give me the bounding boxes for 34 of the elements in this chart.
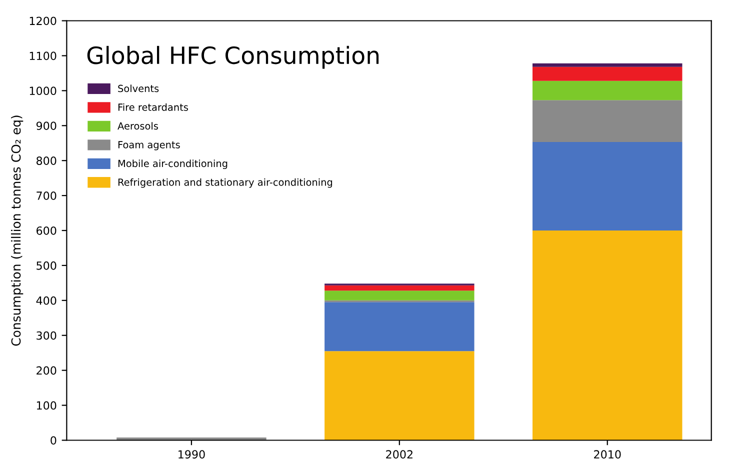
y-tick-label: 700 bbox=[36, 192, 56, 200]
y-tick-label: 200 bbox=[36, 366, 56, 375]
bar bbox=[324, 290, 474, 300]
bar bbox=[532, 66, 682, 81]
y-tick-label: 1100 bbox=[30, 52, 56, 60]
x-tick-label: 2010 bbox=[594, 450, 621, 459]
legend-label: Aerosols bbox=[118, 122, 158, 130]
text: Global HFC Consumption bbox=[87, 46, 379, 69]
y-tick-label: 100 bbox=[36, 401, 56, 410]
y-tick-label: 1200 bbox=[30, 16, 56, 26]
y-tick-label: 800 bbox=[36, 156, 56, 165]
legend-label: Foam agents bbox=[118, 141, 180, 150]
bar bbox=[324, 285, 474, 291]
y-tick-label: 500 bbox=[36, 261, 56, 270]
bar bbox=[532, 100, 682, 142]
y-tick-label: 900 bbox=[36, 122, 56, 130]
bar bbox=[324, 351, 474, 440]
legend-label: Mobile air-conditioning bbox=[118, 160, 228, 169]
legend-label: Solvents bbox=[118, 84, 159, 92]
x-tick-label: 2002 bbox=[386, 450, 412, 459]
y-tick-label: 0 bbox=[50, 436, 56, 445]
legend-label: Refrigeration and stationary air-conditioning bbox=[118, 178, 332, 188]
bar bbox=[532, 63, 682, 67]
bar bbox=[532, 80, 682, 100]
x-tick-label: 1990 bbox=[178, 450, 205, 459]
bar bbox=[532, 230, 682, 440]
bar bbox=[532, 142, 682, 230]
y-tick-label: 300 bbox=[36, 331, 56, 340]
y-tick-label: 600 bbox=[36, 226, 56, 235]
bar bbox=[324, 302, 474, 352]
legend-label: Fire retardants bbox=[118, 103, 188, 111]
y-tick-label: 400 bbox=[36, 296, 56, 305]
y-axis-title: Consumption (million tonnes CO₂ eq) bbox=[11, 116, 24, 346]
y-tick-label: 1000 bbox=[30, 86, 56, 96]
